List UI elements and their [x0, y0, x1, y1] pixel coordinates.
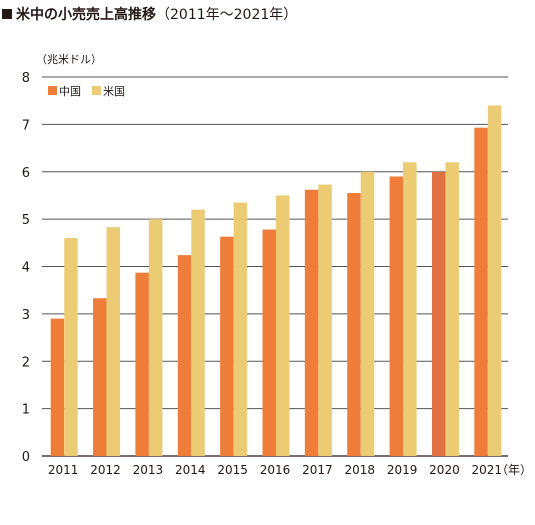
bar-us-2021	[487, 105, 502, 457]
x-tick-label: 2019	[387, 463, 418, 477]
bar-us-2017	[318, 184, 332, 456]
bar-us-2015	[233, 202, 248, 456]
x-tick-label: 2015	[217, 463, 248, 477]
x-tick-label: 2011	[48, 463, 79, 477]
bar-us-2014	[191, 209, 205, 456]
x-axis-unit-label: （年）	[496, 463, 532, 477]
legend-swatch-us	[92, 86, 101, 95]
legend-swatch-china	[48, 86, 57, 95]
bar-us-2012	[106, 227, 121, 456]
bar-us-2011	[64, 238, 78, 456]
legend-label-china: 中国	[59, 85, 81, 98]
y-tick-label: 4	[22, 261, 30, 276]
bar-china-2018	[347, 193, 361, 456]
bar-us-2013	[148, 219, 163, 456]
chart-title-text: 米中の小売売上高推移	[16, 7, 156, 23]
title-square-marker	[2, 9, 12, 19]
chart-title-subtitle: （2011年～2021年）	[156, 7, 298, 23]
bar-china-2016	[262, 229, 276, 456]
x-tick-label: 2021	[472, 463, 503, 477]
bar-china-2012	[93, 298, 107, 456]
axes: （兆米ドル） 0 1 2 3 4 5 6 7 8 2011 2012 2013 2014 2015 2016 2…	[22, 53, 532, 477]
bar-china-2015	[220, 236, 234, 456]
y-axis-unit-label: （兆米ドル）	[36, 53, 102, 66]
bar-us-2016	[276, 195, 290, 456]
bar-us-2020	[445, 162, 459, 456]
x-tick-label: 2017	[302, 463, 333, 477]
bar-china-2017	[304, 189, 319, 456]
x-tick-label: 2016	[260, 463, 291, 477]
legend-label-us: 米国	[103, 85, 125, 98]
bar-us-2018	[360, 171, 375, 456]
bar-china-2014	[177, 255, 192, 456]
x-tick-label: 2018	[344, 463, 375, 477]
legend: 中国 米国	[48, 85, 125, 98]
x-tick-label: 2013	[133, 463, 164, 477]
x-tick-label: 2012	[90, 463, 121, 477]
y-tick-label: 1	[22, 403, 30, 418]
y-tick-label: 0	[22, 450, 30, 465]
x-tick-label: 2014	[175, 463, 206, 477]
y-tick-label: 5	[22, 213, 30, 228]
bar-china-2021	[474, 127, 488, 456]
bar-china-2011	[50, 318, 65, 456]
y-tick-label: 6	[22, 166, 30, 181]
bars	[50, 105, 502, 457]
x-tick-label: 2020	[429, 463, 460, 477]
y-tick-label: 3	[22, 308, 30, 323]
y-tick-label: 8	[22, 71, 30, 86]
y-tick-label: 2	[22, 355, 30, 370]
bar-china-2019	[389, 176, 404, 457]
chart-title: 米中の小売売上高推移 （2011年～2021年）	[2, 4, 297, 24]
bar-china-2013	[135, 272, 149, 456]
bar-china-2020	[431, 171, 446, 456]
bar-us-2019	[403, 162, 417, 456]
y-tick-label: 7	[22, 118, 30, 133]
